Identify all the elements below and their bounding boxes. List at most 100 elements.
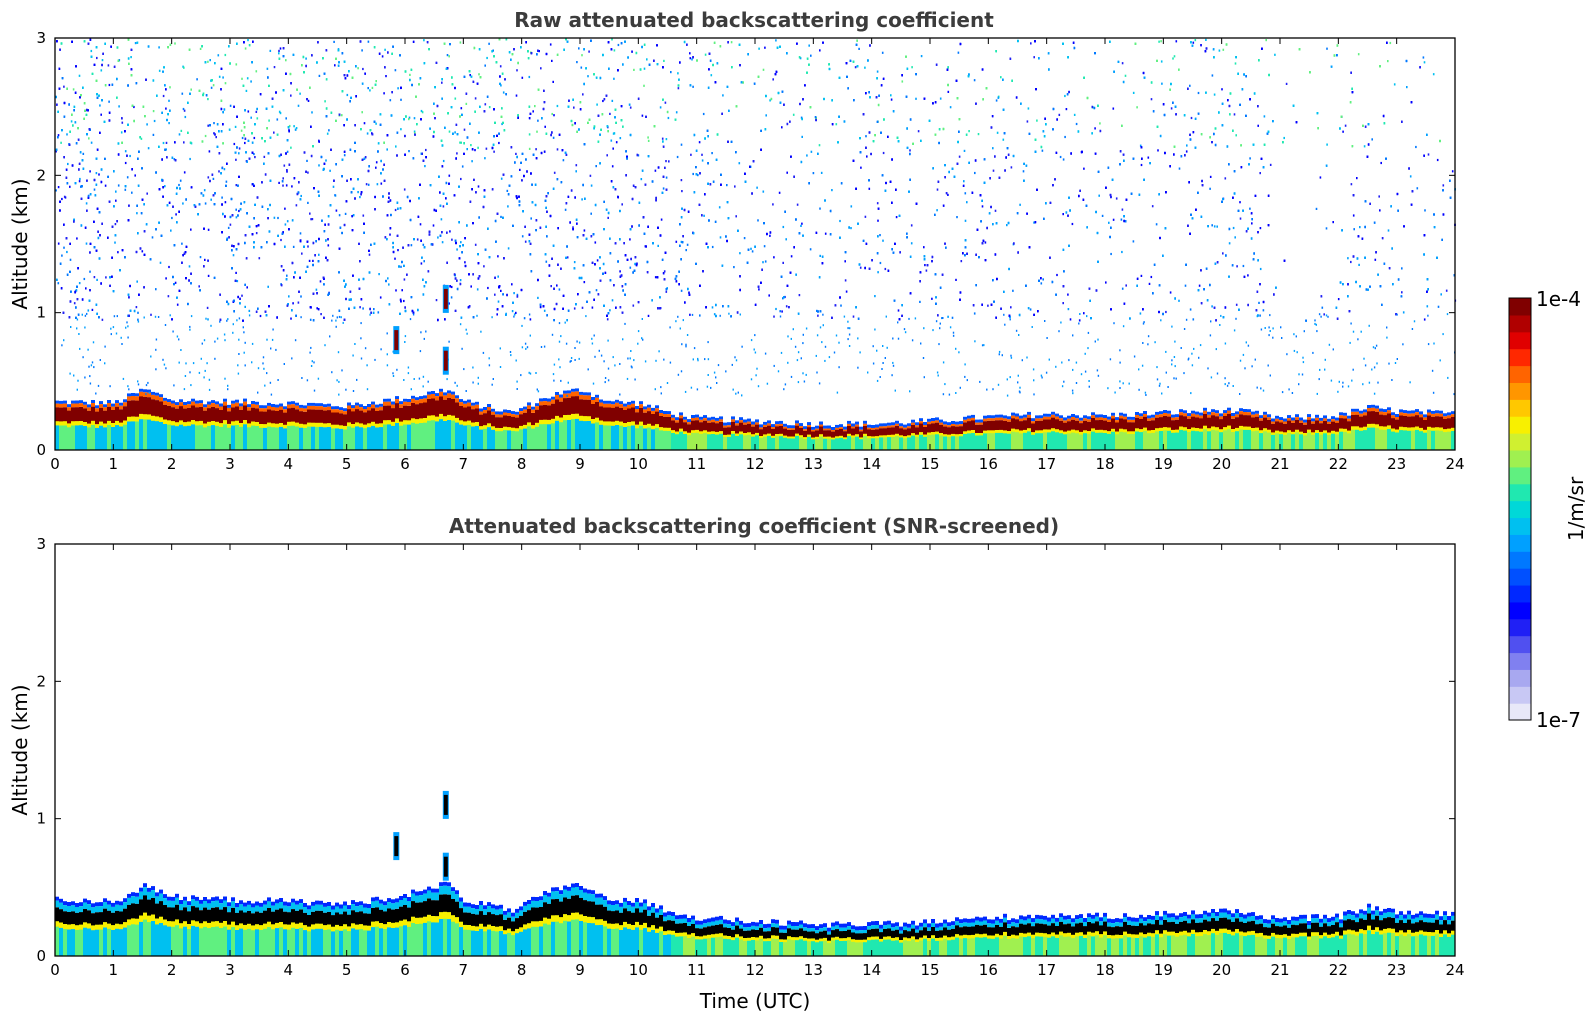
noise-speck (403, 188, 406, 191)
noise-speck (1257, 124, 1259, 127)
bl-core-cell (195, 407, 199, 422)
noise-speck (1234, 236, 1236, 239)
bl-base-cell (247, 426, 251, 450)
bl-edge-cell (131, 396, 135, 401)
noise-speck (676, 155, 679, 159)
noise-speck (335, 209, 338, 212)
bl-core-cell (867, 429, 871, 437)
bl-base-cell (1091, 430, 1095, 450)
noise-speck (295, 204, 298, 207)
noise-speck (1010, 166, 1013, 169)
noise-speck (117, 251, 119, 254)
bl-edge-cell (111, 403, 115, 407)
noise-speck (877, 271, 879, 274)
noise-speck (1358, 263, 1360, 266)
noise-speck (238, 147, 241, 150)
noise-speck (537, 296, 539, 299)
bl-edge-cell (659, 413, 663, 416)
noise-speck (165, 277, 167, 280)
bl-base-cell (1127, 433, 1131, 450)
bl-base-cell (1347, 432, 1351, 450)
bl-edge-cell (331, 409, 335, 413)
bl-mid-cell (1071, 428, 1075, 433)
bl-base-cell (1095, 432, 1099, 450)
bl-edge-cell (383, 398, 387, 402)
bl-mid-cell (103, 422, 107, 428)
noise-speck (245, 89, 248, 92)
bl-mid-cell (1295, 428, 1299, 433)
noise-speck (925, 269, 928, 272)
bl-base-cell (1043, 431, 1047, 450)
bl-core-cell (911, 424, 915, 434)
noise-speck (1416, 187, 1419, 190)
noise-speck (920, 55, 923, 58)
bl-core-cell (799, 428, 803, 436)
noise-speck (963, 180, 965, 183)
noise-speck (545, 260, 548, 263)
bl-mid-cell (891, 434, 895, 437)
noise-speck (923, 246, 925, 249)
bl-base-cell (1231, 431, 1235, 450)
bl-edge-cell (479, 408, 483, 412)
bl-core-cell (663, 416, 667, 428)
noise-speck (1236, 265, 1238, 268)
bl-base-cell (1427, 429, 1431, 450)
noise-speck (338, 214, 341, 217)
bl-edge-cell (355, 405, 359, 410)
bl-edge-cell (279, 406, 283, 410)
noise-speck (668, 160, 670, 163)
bl-mid-cell (691, 429, 695, 433)
bl-edge-cell (455, 398, 459, 403)
bl-core-cell (375, 411, 379, 424)
bl-edge-cell (407, 399, 411, 402)
noise-speck (895, 216, 898, 219)
noise-speck (659, 106, 662, 109)
bl-base-cell (1339, 430, 1343, 450)
bl-edge-cell (71, 403, 75, 408)
noise-speck (221, 196, 223, 199)
noise-speck (553, 171, 556, 174)
noise-speck (515, 152, 517, 155)
noise-speck (799, 57, 802, 60)
bl-edge-cell (179, 402, 183, 407)
bl-core-cell (579, 399, 583, 416)
bl-edge-cell (243, 398, 247, 402)
noise-speck (410, 244, 413, 247)
noise-speck (1353, 228, 1355, 231)
bl-core-cell (235, 406, 239, 421)
bl-edge-cell (755, 422, 759, 425)
noise-speck (1040, 282, 1043, 285)
bl-base-cell (851, 437, 855, 450)
bl-edge-cell (1431, 413, 1435, 417)
bl-mid-cell (783, 434, 787, 438)
bl-mid-cell (287, 420, 291, 426)
bl-base-cell (1011, 431, 1015, 450)
bl-base-cell (1035, 432, 1039, 450)
noise-speck (947, 315, 949, 318)
bl-edge-cell (127, 396, 131, 401)
bl-base-cell (1031, 434, 1035, 450)
bl-core-cell (1391, 418, 1395, 429)
bl-core-cell (563, 398, 567, 415)
bl-edge-cell (1339, 415, 1343, 419)
bl-core-cell (159, 401, 163, 418)
bl-base-cell (911, 435, 915, 450)
bl-mid-cell (379, 421, 383, 428)
bl-core-cell (1415, 415, 1419, 427)
bl-core-cell (1375, 411, 1379, 425)
bl-edge-cell (1379, 408, 1383, 412)
bl-core-cell (1179, 415, 1183, 427)
noise-speck (89, 170, 91, 173)
bl-edge-cell (1407, 410, 1411, 414)
noise-speck (312, 259, 314, 262)
noise-speck (1094, 127, 1096, 130)
bl-core-cell (327, 410, 331, 424)
bl-edge-cell (1335, 417, 1339, 421)
bl-edge-cell (1247, 412, 1251, 416)
bl-edge-cell (1187, 413, 1191, 417)
bl-edge-cell (1239, 408, 1243, 412)
bl-edge-cell (663, 414, 667, 417)
bl-edge-cell (463, 403, 467, 408)
bl-edge-cell (1067, 418, 1071, 422)
bl-core-cell (1403, 416, 1407, 428)
